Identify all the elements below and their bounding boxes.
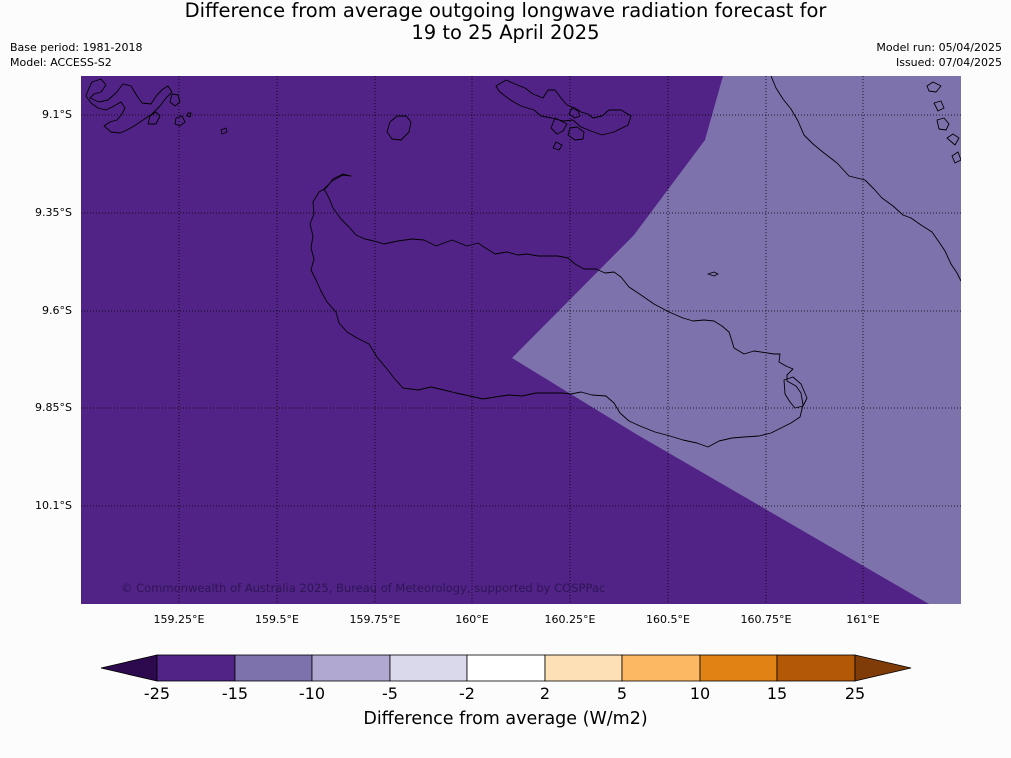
colorbar-tick: 15: [766, 684, 788, 703]
coastline-islet: [174, 115, 186, 127]
coastline-savo: [386, 115, 412, 141]
coastlines: [85, 76, 961, 448]
lon-label: 160.5°E: [646, 613, 690, 626]
lat-label: 9.6°S: [42, 304, 72, 317]
issued-text: Issued: 07/04/2025: [895, 56, 1002, 69]
lon-label: 159.75°E: [349, 613, 401, 626]
colorbar-segment: [311, 654, 391, 682]
colorbar-segment: [544, 654, 623, 682]
lon-label: 160.25°E: [544, 613, 596, 626]
coastline-islet: [169, 93, 181, 107]
coastline-islet: [567, 126, 585, 141]
colorbar-tick: 2: [539, 684, 551, 703]
colorbar-tick: -10: [298, 684, 326, 703]
graticule: [81, 76, 961, 604]
colorbar-tick: -5: [382, 684, 398, 703]
colorbar-tick: 25: [844, 684, 866, 703]
colorbar-tick: 10: [689, 684, 711, 703]
map-panel: [81, 76, 961, 604]
meta-left: Base period: 1981-2018 Model: ACCESS-S2: [10, 40, 142, 70]
lon-label: 160°E: [455, 613, 489, 626]
lon-label: 160.75°E: [740, 613, 792, 626]
map-canvas: [81, 76, 961, 604]
coastline-islet: [147, 111, 161, 125]
coastline-islet: [783, 376, 808, 409]
coastline-islet: [550, 117, 568, 135]
lon-label: 159.5°E: [255, 613, 299, 626]
coastline-russell-islands: [85, 78, 173, 134]
colorbar-tick: 5: [616, 684, 628, 703]
coastline-islet: [186, 112, 192, 118]
meta-right: Model run: 05/04/2025 Issued: 07/04/2025: [876, 40, 1002, 70]
colorbar-extend-low: [100, 654, 158, 682]
coastline-islet: [568, 107, 581, 119]
coastline-islet: [707, 271, 719, 277]
coastline-malaita: [770, 76, 961, 282]
colorbar-segment: [234, 654, 313, 682]
lat-label: 9.1°S: [42, 108, 72, 121]
colorbar-segment: [621, 654, 701, 682]
lat-label: 10.1°S: [35, 499, 72, 512]
colorbar-segment: [389, 654, 468, 682]
colorbar-tick: -2: [459, 684, 475, 703]
copyright-notice: © Commonwealth of Australia 2025, Bureau…: [121, 581, 606, 595]
map-title: Difference from average outgoing longwav…: [0, 0, 1011, 44]
coastline-islet: [220, 127, 228, 135]
colorbar-segment: [699, 654, 778, 682]
coastline-islet: [951, 151, 961, 164]
lat-label: 9.85°S: [35, 401, 72, 414]
colorbar-segment: [776, 654, 856, 682]
model-run-text: Model run: 05/04/2025: [876, 41, 1002, 54]
base-period-text: Base period: 1981-2018: [10, 41, 143, 54]
lat-label: 9.35°S: [35, 206, 72, 219]
model-text: Model: ACCESS-S2: [10, 56, 112, 69]
title-line-2: 19 to 25 April 2025: [411, 21, 600, 44]
colorbar-segment: [156, 654, 236, 682]
anomaly-fill-light: [512, 76, 961, 604]
colorbar-extend-high: [854, 654, 912, 682]
coastline-islet: [936, 117, 950, 131]
coastline-florida-islands: [495, 79, 632, 136]
coastline-islet: [552, 141, 563, 151]
title-line-1: Difference from average outgoing longwav…: [184, 0, 827, 22]
colorbar-segment: [466, 654, 546, 682]
colorbar-tick: -15: [221, 684, 249, 703]
coastline-islet: [946, 133, 960, 146]
coastline-islet: [933, 100, 945, 112]
colorbar-label: Difference from average (W/m2): [363, 709, 648, 729]
lon-label: 159.25°E: [153, 613, 205, 626]
colorbar: [100, 654, 912, 682]
coastline-islet: [926, 81, 942, 93]
colorbar-tick: -25: [143, 684, 171, 703]
lon-label: 161°E: [846, 613, 880, 626]
